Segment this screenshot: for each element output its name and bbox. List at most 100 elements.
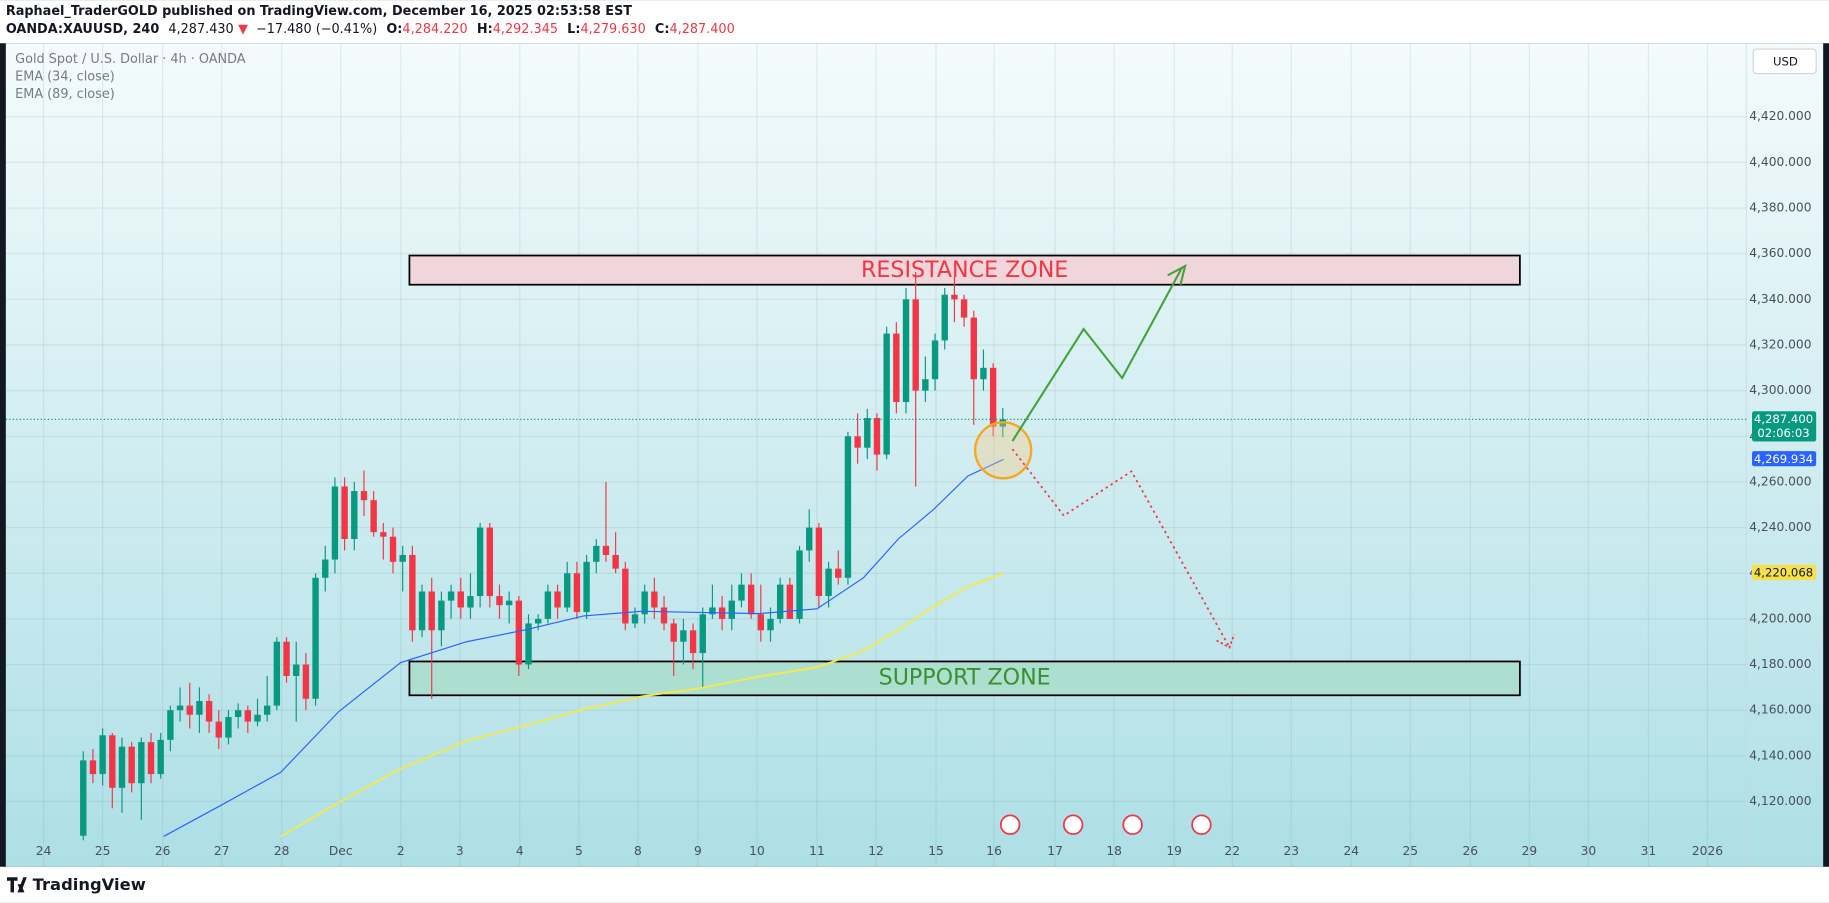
candle-body — [660, 607, 668, 624]
candle-body — [467, 596, 474, 608]
candle-body — [89, 760, 97, 775]
candle-body — [873, 418, 881, 455]
y-tick-label: 4,120.000 — [1749, 794, 1811, 808]
price-label: 4,269.934 — [1754, 452, 1813, 466]
resistance-zone — [408, 254, 1521, 286]
y-tick-label: 4,400.000 — [1749, 155, 1811, 169]
y-tick-label: 4,380.000 — [1749, 201, 1811, 215]
annotation: SUPPORT ZONE — [879, 664, 1051, 690]
candle-body — [399, 554, 406, 562]
price-label-box — [1752, 451, 1817, 467]
candle-body — [215, 721, 222, 738]
x-tick-label: 12 — [868, 844, 884, 858]
candle-body — [447, 591, 455, 601]
y-tick-label: 4,360.000 — [1749, 246, 1811, 260]
candle-body — [418, 591, 426, 631]
legend-entry: EMA (34, close) — [15, 70, 115, 85]
candle-body — [176, 705, 184, 711]
logo-icon — [6, 877, 27, 893]
x-tick-label: 2026 — [1692, 844, 1723, 858]
support-zone — [408, 660, 1521, 697]
ohlc-value: 4,292.345 — [493, 22, 558, 37]
ema-line — [163, 458, 1004, 837]
change: −17.480 (−0.41%) — [256, 22, 377, 37]
y-tick-label: 4,240.000 — [1749, 520, 1811, 534]
candle-body — [583, 561, 590, 613]
candle-body — [205, 701, 213, 722]
candle-body — [196, 701, 203, 715]
candle-body — [573, 573, 581, 613]
candle-body — [312, 577, 319, 699]
plot-background — [5, 43, 1824, 867]
candle-body — [970, 317, 977, 380]
candle-body — [941, 294, 948, 341]
flag — [1191, 814, 1212, 835]
candle-body — [767, 618, 774, 631]
candle-body — [747, 584, 755, 615]
candle-body — [922, 379, 929, 391]
candle-body — [234, 710, 242, 718]
candle-body — [796, 550, 803, 619]
candle-body — [525, 623, 532, 665]
candle-body — [612, 554, 619, 569]
ohlc-value: 4,287.400 — [669, 22, 734, 37]
candle-body — [409, 554, 416, 631]
x-tick-label: 23 — [1283, 844, 1299, 858]
last-price: 4,287.430 — [168, 22, 233, 37]
ohlc-key: O: — [386, 22, 402, 37]
flag — [1062, 814, 1084, 835]
x-tick-label: 26 — [155, 844, 171, 858]
x-tick-label: 9 — [694, 844, 702, 858]
symbol: OANDA:XAUUSD, 240 — [6, 22, 160, 37]
published-line: Raphael_TraderGOLD published on TradingV… — [6, 4, 632, 19]
candle-body — [738, 584, 745, 601]
candle-body — [631, 614, 639, 624]
ema-line — [280, 572, 1005, 838]
x-tick-label: 22 — [1224, 844, 1240, 858]
candle-body — [109, 735, 116, 788]
candle-body — [515, 600, 523, 665]
x-tick-label: 10 — [749, 844, 765, 858]
candle-body — [147, 742, 155, 775]
highlight-circle — [973, 421, 1033, 480]
candle-body — [505, 600, 513, 606]
x-tick-label: 18 — [1106, 844, 1122, 858]
x-tick-label: 2 — [397, 844, 405, 858]
x-tick-label: 17 — [1047, 844, 1063, 858]
candle-body — [370, 500, 377, 533]
x-tick-label: 25 — [95, 844, 111, 858]
candle-body — [486, 527, 493, 597]
candle-body — [360, 491, 368, 501]
currency[interactable]: USD — [1773, 54, 1798, 68]
candle-body — [254, 714, 261, 722]
x-tick-label: 24 — [1343, 844, 1359, 858]
candle-body — [883, 333, 890, 455]
x-tick-label: 28 — [274, 844, 290, 858]
candle-body — [438, 600, 445, 631]
header-bar — [0, 0, 1829, 44]
candle-body — [128, 746, 135, 784]
candle-body — [622, 568, 629, 624]
candle-body — [554, 591, 561, 608]
currency-button[interactable] — [1752, 48, 1817, 75]
ohlc-key: H: — [477, 22, 493, 37]
footer-bar — [0, 866, 1829, 903]
symbol-line: OANDA:XAUUSD, 240 4,287.430 ▼ −17.480 (−… — [6, 22, 735, 37]
arrow-head — [1216, 634, 1235, 649]
candle-body — [244, 710, 252, 722]
price-label: 4,287.400 — [1754, 412, 1813, 426]
candle-body — [641, 591, 648, 615]
candle-body — [699, 614, 706, 654]
candle-body — [825, 568, 832, 597]
candle-body — [186, 705, 193, 715]
x-tick-label: 5 — [575, 844, 583, 858]
price-label-box — [1752, 411, 1817, 442]
candle-body — [273, 641, 281, 706]
candle-body — [931, 340, 939, 380]
candle-body — [844, 436, 852, 578]
candle-body — [806, 527, 813, 551]
flag — [999, 814, 1021, 835]
candle-body — [757, 614, 765, 631]
x-tick-label: 16 — [986, 844, 1002, 858]
